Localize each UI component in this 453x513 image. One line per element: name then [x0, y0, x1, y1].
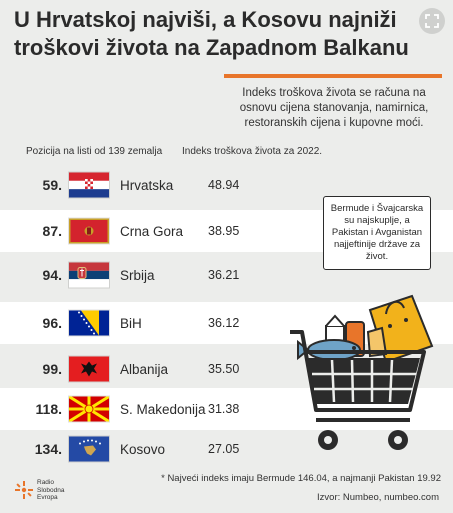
rank-column-header: Pozicija na listi od 139 zemalja: [26, 146, 163, 157]
kosovo-flag: [69, 436, 109, 462]
country-name: Srbija: [120, 267, 155, 283]
rfe-logo: Radio Slobodna Evropa: [14, 479, 81, 502]
country-name: Hrvatska: [120, 177, 174, 193]
north-macedonia-flag: [69, 396, 109, 422]
country-name: Kosovo: [120, 441, 166, 457]
rank-value: 94.: [42, 267, 62, 283]
albania-flag: [69, 356, 109, 382]
shopping-cart-illustration: [290, 294, 434, 450]
accent-divider: [224, 74, 442, 78]
index-value: 36.12: [208, 316, 240, 330]
logo-text: Radio Slobodna Evropa: [37, 479, 65, 501]
country-name: Albanija: [120, 361, 169, 377]
description-text: Indeks troškova života se računa na osno…: [239, 87, 429, 129]
country-name: Crna Gora: [120, 223, 184, 239]
source-credit: Izvor: Numbeo, numbeo.com: [317, 492, 439, 503]
rfe-logo-icon: [15, 481, 33, 500]
rank-value: 134.: [34, 441, 62, 457]
table-row-serbia: 94. Srbija 36.21: [0, 254, 453, 296]
rank-value: 118.: [35, 401, 62, 417]
index-value: 48.94: [208, 178, 240, 192]
croatia-flag: [69, 172, 109, 198]
expand-arrows-icon: [425, 14, 439, 28]
expand-icon[interactable]: [419, 8, 445, 34]
index-value: 27.05: [208, 442, 240, 456]
index-column-header: Indeks troškova života za 2022.: [182, 146, 323, 157]
rank-value: 87.: [42, 223, 62, 239]
index-value: 31.38: [208, 402, 240, 416]
footnote: * Najveći indeks imaju Bermude 146.04, a…: [161, 473, 441, 484]
bih-flag: [69, 310, 109, 336]
index-value: 38.95: [208, 224, 240, 238]
page-title: U Hrvatskoj najviši, a Kosovu najniži tr…: [14, 7, 409, 60]
table-row-albania: 99. Albanija 35.50: [0, 348, 453, 390]
serbia-flag: [69, 262, 109, 288]
montenegro-flag: [69, 218, 109, 244]
country-name: S. Makedonija: [120, 401, 206, 417]
index-value: 35.50: [208, 362, 240, 376]
table-row-croatia: 59. Hrvatska 48.94: [0, 164, 453, 206]
index-value: 36.21: [208, 268, 240, 282]
table-row-kosovo: 134. Kosovo 27.05: [0, 428, 453, 470]
info-callout: Bermude i Švajcarska su najskuplje, a Pa…: [323, 196, 431, 270]
rank-value: 59.: [42, 177, 62, 193]
country-name: BiH: [120, 315, 142, 331]
rank-value: 96.: [42, 315, 62, 331]
rank-value: 99.: [42, 361, 62, 377]
